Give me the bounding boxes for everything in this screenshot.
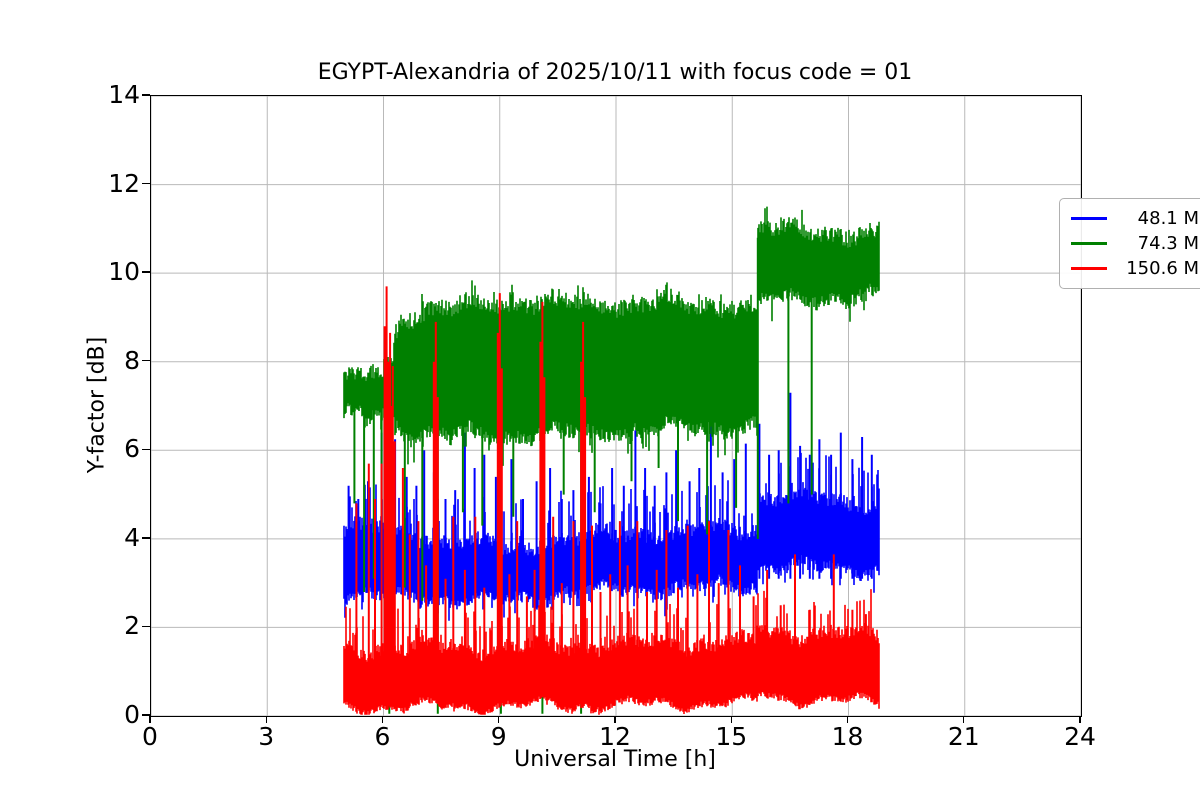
x-tick-label: 3: [258, 722, 275, 751]
legend-label: 48.1 MHz: [1137, 208, 1200, 229]
x-axis-label: Universal Time [h]: [514, 747, 716, 772]
y-tick-label: 8: [124, 345, 140, 375]
y-tick-label: 14: [108, 80, 140, 109]
y-tick-label: 0: [124, 700, 140, 729]
x-tick-label: 18: [831, 722, 864, 751]
series-band-74-3-mhz: [343, 206, 880, 466]
x-tick-label: 9: [490, 722, 507, 751]
plot-area: 48.1 MHz 74.3 MHz 150.6 MHz: [150, 95, 1200, 717]
x-tick-label: 0: [142, 722, 158, 751]
x-tick-label: 21: [947, 722, 980, 751]
legend-line-icon: [1071, 242, 1107, 245]
x-tick-label: 24: [1064, 722, 1096, 751]
legend-line-icon: [1071, 267, 1107, 270]
y-tick-label: 12: [108, 168, 140, 198]
legend-line-icon: [1071, 217, 1107, 220]
legend-label: 150.6 MHz: [1126, 258, 1200, 279]
legend-label: 74.3 MHz: [1137, 233, 1200, 254]
series-spikes-150-6-mhz: [355, 286, 867, 690]
x-tick-label: 12: [599, 722, 631, 751]
x-tick-mark: [846, 716, 849, 723]
x-tick-mark: [1079, 716, 1081, 723]
x-tick-label: 15: [715, 722, 748, 751]
x-tick-mark: [265, 716, 267, 723]
y-tick-mark: [142, 182, 150, 185]
y-tick-mark: [142, 360, 150, 362]
y-tick-label: 2: [124, 611, 140, 641]
y-tick-mark: [142, 448, 150, 450]
x-tick-mark: [614, 716, 616, 723]
x-tick-mark: [730, 716, 732, 723]
chart-title: EGYPT-Alexandria of 2025/10/11 with focu…: [317, 60, 913, 85]
series-band-150-6-mhz: [343, 589, 880, 715]
x-tick-label: 6: [374, 722, 391, 751]
y-tick-mark: [142, 271, 150, 273]
x-tick-mark: [149, 716, 151, 723]
legend-row: 150.6 MHz: [1071, 256, 1200, 281]
series-spikes-48-1-mhz: [347, 392, 873, 579]
y-tick-mark: [142, 625, 150, 628]
y-tick-label: 4: [124, 522, 140, 552]
y-tick-label: 10: [108, 257, 140, 287]
y-tick-label: 6: [124, 434, 140, 464]
legend-row: 74.3 MHz: [1071, 231, 1200, 256]
y-tick-mark: [142, 537, 150, 539]
y-tick-mark: [142, 94, 150, 96]
chart-canvas: [151, 96, 1081, 716]
legend: 48.1 MHz 74.3 MHz 150.6 MHz: [1059, 198, 1200, 289]
x-tick-mark: [498, 716, 500, 723]
x-tick-mark: [381, 716, 384, 723]
legend-row: 48.1 MHz: [1071, 206, 1200, 231]
x-tick-mark: [963, 716, 965, 723]
y-tick-mark: [142, 714, 150, 716]
